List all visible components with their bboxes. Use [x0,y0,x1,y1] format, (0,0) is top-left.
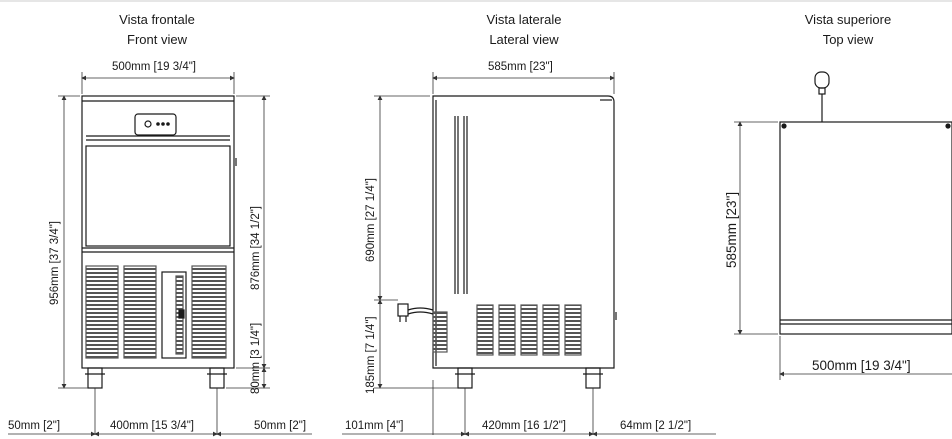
front-height-body-label: 876mm [34 1/2"] [250,206,262,290]
lateral-vent-2 [498,304,516,356]
front-grille-center [123,265,157,359]
top-view-title: Vista superiore Top view [738,10,952,50]
top-view-title-it: Vista superiore [804,12,892,27]
front-left-offset-label: 50mm [2"] [8,420,61,432]
lateral-right-offset-label: 64mm [2 1/2"] [620,420,692,432]
lateral-view-drawing [397,95,617,389]
lateral-left-offset-label: 101mm [4"] [345,420,404,432]
front-feet-label: 80mm [3 1/4"] [250,322,262,394]
front-door [85,145,231,247]
front-dimension-lines [8,72,312,437]
lateral-feet-span-label: 420mm [16 1/2"] [482,420,566,432]
front-foot-left [87,367,103,389]
lateral-view-title-it: Vista laterale [486,12,562,27]
top-plug-icon [814,71,830,89]
front-view-drawing [81,95,237,389]
lateral-view-title-en: Lateral view [489,32,559,47]
lateral-vent-3 [520,304,538,356]
top-view-title-en: Top view [822,32,874,47]
top-dimension-lines [734,121,952,380]
front-grille-left [85,265,119,359]
power-button-icon [144,120,152,128]
lateral-cabinet [432,95,615,369]
lateral-dimension-lines [342,72,716,437]
top-cabinet [779,121,952,335]
front-height-total-label: 956mm [37 3/4"] [49,221,61,305]
lateral-foot-right [585,367,601,389]
plug-icon [397,303,409,317]
control-panel [134,113,177,136]
front-view-title-it: Vista frontale [119,12,195,27]
front-feet-span-label: 400mm [15 3/4"] [110,420,194,432]
front-right-offset-label: 50mm [2"] [254,420,307,432]
front-grille-right [191,265,227,359]
lateral-upper-label: 690mm [27 1/4"] [365,178,377,262]
front-view-title: Vista frontale Front view [47,10,267,50]
lateral-depth-label: 585mm [23"] [488,61,553,73]
top-depth-label: 585mm [23"] [724,191,739,268]
top-view-drawing [779,71,952,335]
lateral-vent-5 [564,304,582,356]
filter-handle [178,309,185,319]
front-view-title-en: Front view [127,32,187,47]
front-cabinet [81,95,235,369]
front-width-label: 500mm [19 3/4"] [112,61,196,73]
lateral-lower-label: 185mm [7 1/4"] [365,316,377,394]
water-hose [407,307,434,311]
lateral-vent-4 [542,304,560,356]
lateral-vent-1 [476,304,494,356]
front-foot-right [209,367,225,389]
filter-door [161,271,187,359]
lateral-foot-left [457,367,473,389]
top-width-label: 500mm [19 3/4"] [812,358,911,373]
lateral-view-title: Vista laterale Lateral view [414,10,634,50]
connection-panel [432,311,448,353]
